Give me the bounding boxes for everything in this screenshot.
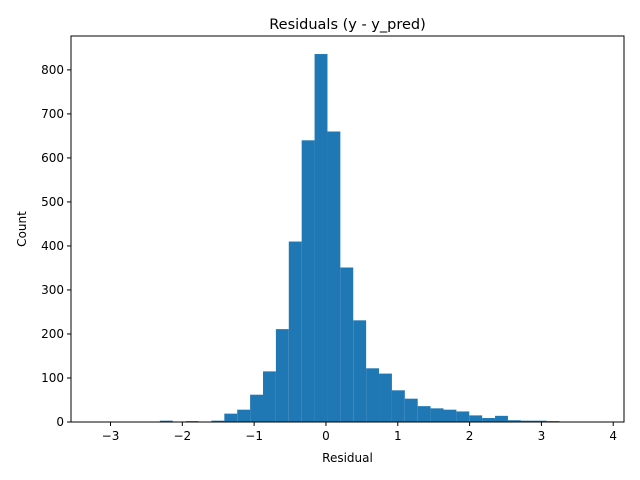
histogram-bar <box>430 408 444 422</box>
histogram-bar <box>288 241 302 422</box>
histogram-bar <box>263 371 276 422</box>
histogram-bar <box>495 415 508 422</box>
x-tick-label: −3 <box>102 429 120 443</box>
y-tick-label: 100 <box>41 371 64 385</box>
histogram-bar <box>417 406 431 422</box>
histogram-bar <box>211 420 225 422</box>
y-axis-label: Count <box>15 211 29 247</box>
histogram-bar <box>159 420 173 422</box>
histogram-bar <box>314 54 328 423</box>
y-tick-label: 700 <box>41 107 64 121</box>
x-tick-label: 4 <box>609 429 617 443</box>
y-tick-label: 800 <box>41 63 64 77</box>
histogram-bar <box>327 131 341 422</box>
histogram-bar <box>456 411 470 422</box>
histogram-bar <box>404 398 418 422</box>
histogram-bar <box>275 329 289 422</box>
histogram-bar <box>469 415 483 422</box>
x-tick-label: 0 <box>322 429 330 443</box>
histogram-bar <box>533 420 547 422</box>
histogram-bar <box>250 394 264 422</box>
histogram-bar <box>366 368 380 422</box>
bars-group <box>95 54 624 423</box>
y-tick-label: 200 <box>41 327 64 341</box>
y-tick-label: 300 <box>41 283 64 297</box>
histogram-bar <box>391 390 405 422</box>
histogram-bar <box>520 420 534 422</box>
chart-title: Residuals (y - y_pred) <box>269 17 426 33</box>
x-tick-label: −1 <box>245 429 263 443</box>
histogram-bar <box>237 409 251 422</box>
histogram-bar <box>482 418 496 422</box>
y-tick-label: 600 <box>41 151 64 165</box>
histogram-bar <box>224 413 238 422</box>
x-axis-ticks: −3 −2 −1 0 1 2 3 4 <box>102 422 617 443</box>
x-tick-label: 3 <box>538 429 546 443</box>
y-tick-label: 400 <box>41 239 64 253</box>
histogram-bar <box>443 409 457 422</box>
x-axis-label: Residual <box>322 451 373 465</box>
histogram-bar <box>353 320 367 422</box>
histogram-bar <box>507 420 521 422</box>
histogram-bar <box>301 140 315 422</box>
y-tick-label: 500 <box>41 195 64 209</box>
y-tick-label: 0 <box>56 415 64 429</box>
histogram-bar <box>379 373 392 422</box>
y-axis-ticks: 0 100 200 300 400 500 600 700 800 <box>41 63 71 429</box>
plot-frame <box>70 35 625 423</box>
x-tick-label: 2 <box>466 429 474 443</box>
x-tick-label: −2 <box>173 429 191 443</box>
x-tick-label: 1 <box>394 429 402 443</box>
histogram-bar <box>340 267 354 422</box>
